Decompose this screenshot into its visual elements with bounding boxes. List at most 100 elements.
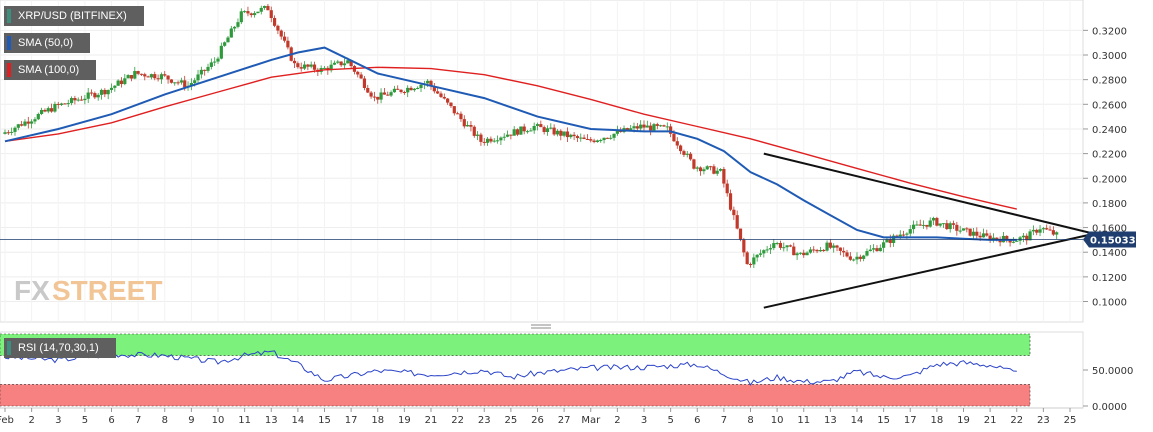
time-tick-label: 8 — [747, 415, 753, 426]
candle-body — [1025, 235, 1029, 241]
candle-body — [302, 64, 307, 69]
time-tick-label: 21 — [984, 415, 997, 426]
price-tick-label: 0.1200 — [1092, 273, 1127, 284]
candle-body — [918, 224, 922, 226]
candle-body — [828, 242, 832, 248]
candle-body — [845, 252, 849, 257]
candle-body — [432, 86, 436, 92]
candle-body — [855, 256, 859, 260]
candle-body — [559, 130, 563, 136]
candle-body — [282, 36, 287, 41]
candle-body — [279, 30, 283, 37]
rsi-tick-label: 0.0000 — [1092, 402, 1127, 413]
candle-body — [1035, 229, 1039, 233]
candle-body — [296, 63, 300, 68]
candle-body — [605, 137, 609, 139]
price-tick-label: 0.2600 — [1092, 100, 1127, 111]
candle-body — [49, 108, 54, 112]
candle-body — [542, 127, 546, 132]
candle-body — [971, 231, 976, 236]
candle-body — [216, 58, 220, 62]
time-tick-label: 10 — [771, 415, 784, 426]
candle-body — [555, 130, 560, 135]
candle-body — [1041, 228, 1045, 230]
candle-body — [698, 167, 703, 172]
sma-100-swatch — [7, 63, 11, 77]
candle-body — [342, 63, 347, 66]
candle-body — [199, 69, 203, 75]
price-tick-label: 0.3000 — [1092, 51, 1127, 62]
candle-body — [379, 92, 383, 100]
candle-body — [858, 256, 862, 259]
candle-body — [825, 242, 829, 251]
candle-body — [495, 140, 500, 142]
candle-body — [595, 140, 600, 143]
candle-body — [249, 13, 253, 16]
candle-body — [788, 245, 793, 247]
candle-body — [509, 134, 513, 136]
vertical-grid — [4, 0, 1071, 322]
candle-body — [336, 61, 340, 63]
candle-body — [129, 75, 134, 79]
candle-body — [862, 255, 866, 259]
candle-body — [362, 78, 367, 88]
candle-body — [722, 168, 726, 184]
candle-body — [386, 94, 390, 96]
candle-body — [958, 230, 962, 232]
price-tick-label: 0.2400 — [1092, 125, 1127, 136]
candle-body — [981, 233, 986, 238]
candle-body — [119, 80, 124, 85]
candle-body — [705, 166, 709, 170]
price-tick-label: 0.1600 — [1092, 224, 1127, 235]
candle-body — [852, 259, 856, 261]
candle-body — [223, 42, 227, 46]
sma-50-swatch — [7, 36, 11, 50]
panel-resize-handle[interactable] — [531, 324, 551, 329]
candle-body — [16, 124, 20, 128]
candle-body — [911, 224, 916, 230]
candle-body — [549, 127, 553, 129]
candle-body — [206, 66, 210, 71]
candle-body — [156, 78, 160, 80]
time-tick-label: 15 — [318, 415, 331, 426]
candle-body — [169, 79, 174, 83]
candle-body — [382, 92, 387, 95]
trendline — [763, 232, 1095, 309]
time-tick-label: 15 — [877, 415, 890, 426]
time-tick-label: 2 — [28, 415, 34, 426]
candle-body — [1038, 229, 1042, 233]
candle-body — [30, 121, 34, 124]
candle-body — [762, 250, 766, 254]
candle-body — [79, 99, 84, 101]
candle-body — [116, 80, 120, 86]
candle-body — [798, 252, 803, 254]
price-panel-background — [0, 0, 1084, 323]
candle-body — [955, 224, 959, 231]
time-tick-label: 13 — [265, 415, 278, 426]
sma-50-line — [4, 46, 1017, 241]
time-tick-label: 5 — [82, 415, 88, 426]
candle-body — [795, 253, 799, 256]
candle-body — [59, 103, 64, 105]
sma-100-label: SMA (100,0) — [18, 64, 80, 76]
candle-body — [599, 140, 603, 142]
candle-body — [183, 80, 187, 88]
candle-body — [259, 7, 263, 12]
candle-body — [672, 133, 676, 142]
candle-body — [36, 113, 40, 120]
candle-body — [715, 170, 719, 174]
candle-body — [792, 246, 796, 256]
candle-body — [419, 84, 423, 88]
candle-body — [865, 251, 869, 256]
candle-body — [575, 136, 580, 139]
candle-body — [945, 223, 949, 230]
candle-body — [246, 11, 250, 14]
candle-body — [629, 128, 633, 131]
candle-body — [236, 22, 240, 27]
candle-body — [113, 85, 117, 88]
candle-body — [569, 134, 573, 138]
candle-body — [322, 67, 327, 69]
time-tick-label: 18 — [371, 415, 384, 426]
candle-body — [639, 124, 643, 129]
time-tick-label: 9 — [188, 415, 194, 426]
